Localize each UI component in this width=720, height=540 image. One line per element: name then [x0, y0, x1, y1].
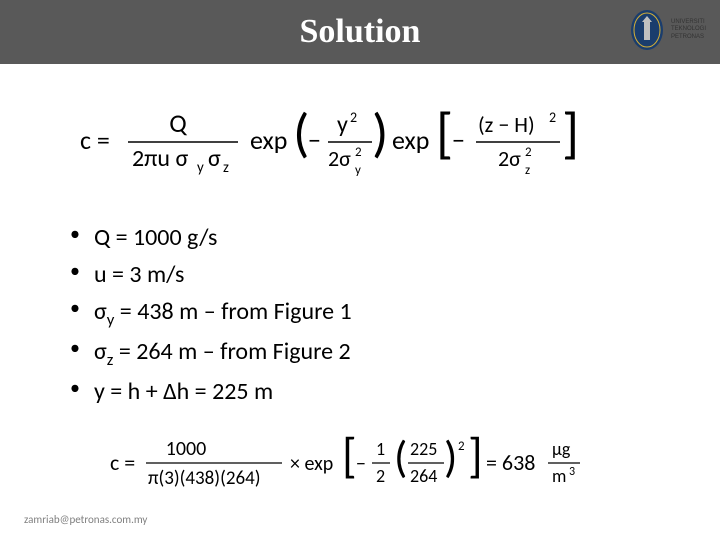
svg-text:−: −: [356, 452, 366, 476]
calculation-formula: c = 1000 π(3)(438)(264) × exp [ − 1 2 ( …: [110, 430, 670, 505]
svg-text:2: 2: [458, 439, 465, 454]
svg-text:): ): [444, 430, 457, 484]
svg-text:[: [: [436, 104, 453, 168]
svg-text:2: 2: [525, 145, 532, 160]
param-sigma-z: σz = 264 m – from Figure 2: [70, 333, 670, 373]
logo-text: UNIVERSITI TEKNOLOGI PETRONAS: [671, 19, 706, 41]
svg-text:−: −: [308, 124, 321, 156]
svg-text:(: (: [394, 430, 407, 484]
svg-text:μg: μg: [552, 438, 571, 460]
u-value: 3 m/s: [129, 260, 184, 289]
svg-text:−: −: [452, 124, 465, 156]
svg-text:2: 2: [376, 465, 385, 487]
y-label: y = h + Δh: [94, 377, 189, 406]
slide-content: c = Q 2πu σ y σ z exp ( − y 2 2σ 2 y ) e…: [0, 64, 720, 505]
svg-text:m: m: [552, 465, 566, 487]
param-y: y = h + Δh = 225 m: [70, 373, 670, 410]
sz-sigma: σ: [94, 337, 107, 366]
sy-sub: y: [107, 309, 115, 330]
svg-text:3: 3: [569, 465, 575, 479]
svg-text:Q: Q: [169, 107, 187, 139]
gaussian-plume-formula: c = Q 2πu σ y σ z exp ( − y 2 2σ 2 y ) e…: [80, 104, 670, 189]
svg-text:): ): [372, 104, 388, 166]
svg-text:1: 1: [376, 438, 385, 460]
logo-badge: [627, 6, 667, 54]
svg-text:z: z: [223, 159, 229, 177]
svg-text:(z − H): (z − H): [478, 111, 535, 138]
svg-text:σ: σ: [208, 144, 221, 173]
y-value: 225 m: [212, 377, 273, 406]
svg-text:× exp: × exp: [290, 452, 333, 476]
svg-text:2: 2: [350, 109, 357, 126]
q-value: 1000 g/s: [133, 223, 217, 252]
footer-email: zamriab@petronas.com.my: [24, 513, 147, 526]
sy-value: 438 m – from Figure 1: [137, 297, 351, 326]
svg-text:exp: exp: [250, 124, 287, 156]
svg-text:]: ]: [468, 430, 483, 485]
svg-text:2σ: 2σ: [498, 145, 521, 172]
svg-text:225: 225: [410, 438, 437, 460]
q-label: Q: [94, 223, 110, 252]
param-u: u = 3 m/s: [70, 256, 670, 293]
parameter-list: Q = 1000 g/s u = 3 m/s σy = 438 m – from…: [70, 219, 670, 410]
svg-text:exp: exp: [392, 124, 429, 156]
svg-text:[: [: [342, 430, 357, 485]
sy-sigma: σ: [94, 297, 107, 326]
u-label: u: [94, 260, 107, 289]
svg-text:y: y: [337, 110, 348, 139]
svg-text:π(3)(438)(264): π(3)(438)(264): [148, 467, 260, 490]
svg-text:264: 264: [410, 465, 437, 487]
param-sigma-y: σy = 438 m – from Figure 1: [70, 293, 670, 333]
svg-text:c =: c =: [110, 449, 135, 476]
sz-value: 264 m – from Figure 2: [136, 337, 350, 366]
svg-text:2: 2: [549, 109, 556, 126]
svg-text:2πu σ: 2πu σ: [132, 144, 188, 173]
slide-header: Solution UNIVERSITI TEKNOLOGI PETRONAS: [0, 0, 720, 64]
logo-line3: PETRONAS: [671, 34, 706, 41]
svg-text:]: ]: [562, 104, 579, 168]
svg-text:2σ: 2σ: [328, 145, 351, 172]
svg-text:y: y: [355, 163, 361, 178]
sz-sub: z: [107, 349, 114, 370]
logo-line1: UNIVERSITI: [671, 19, 706, 26]
svg-text:= 638: = 638: [486, 449, 535, 476]
svg-text:1000: 1000: [166, 437, 207, 461]
svg-text:(: (: [293, 104, 309, 166]
slide-title: Solution: [300, 13, 421, 51]
svg-text:z: z: [525, 163, 530, 178]
svg-text:y: y: [197, 159, 204, 177]
logo-line2: TEKNOLOGI: [671, 26, 706, 33]
university-logo: UNIVERSITI TEKNOLOGI PETRONAS: [627, 6, 706, 54]
svg-text:2: 2: [355, 145, 362, 160]
svg-text:c =: c =: [80, 124, 110, 156]
param-Q: Q = 1000 g/s: [70, 219, 670, 256]
